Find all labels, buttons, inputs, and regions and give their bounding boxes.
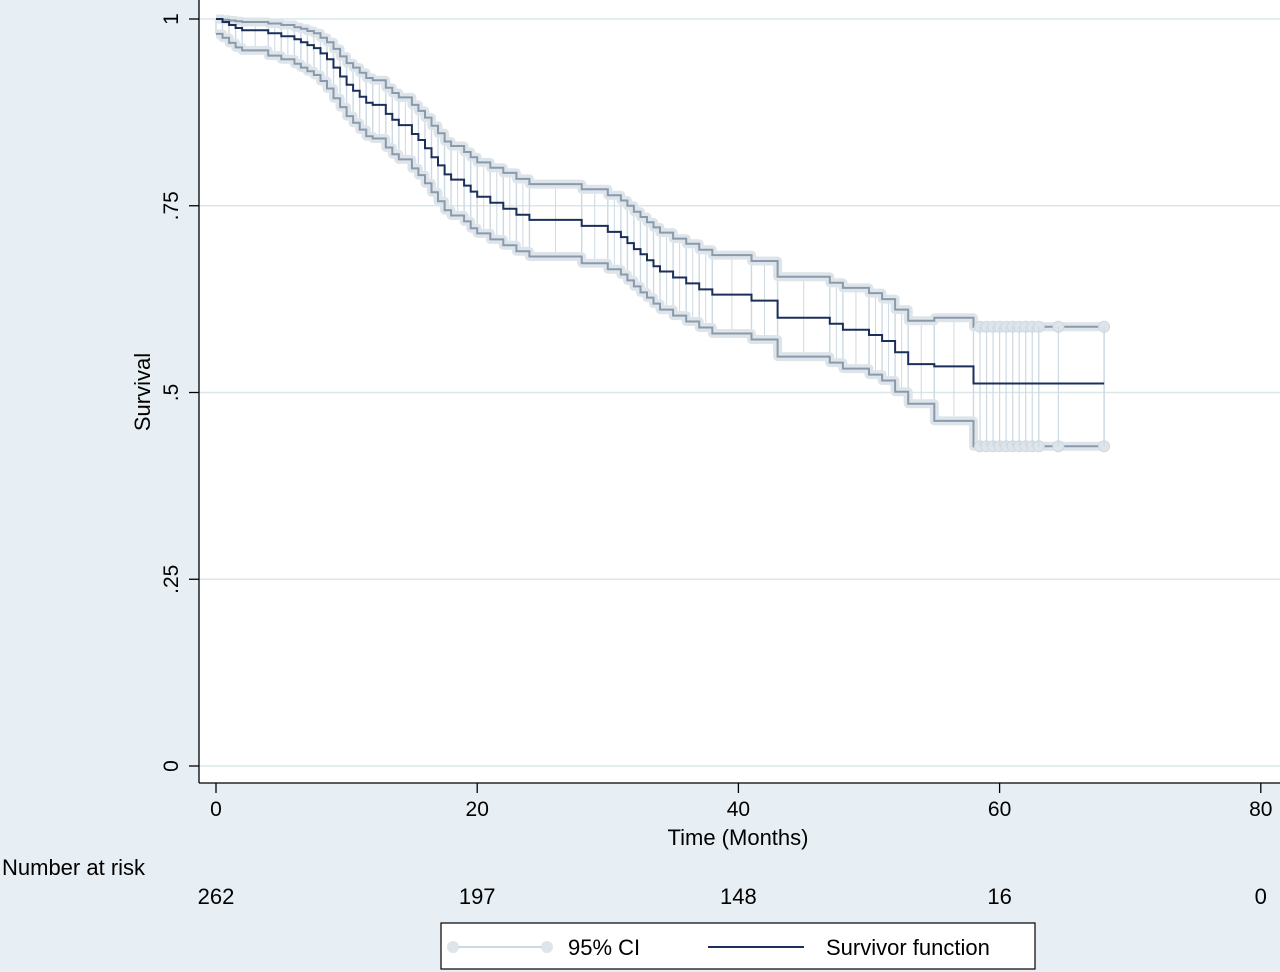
x-tick-label: 80 (1249, 798, 1272, 821)
risk-count: 16 (987, 884, 1011, 909)
plot-area (199, 0, 1280, 783)
risk-count: 197 (459, 884, 496, 909)
gridlines (199, 18, 1280, 767)
y-tick-label: .25 (160, 565, 183, 594)
legend: 95% CI Survivor function (440, 922, 1036, 970)
risk-count: 0 (1255, 884, 1267, 909)
legend-ci-swatch-marker-right (541, 941, 553, 953)
y-axis-ticks: 0 .25 .5 .75 1 (160, 13, 199, 772)
ci-upper-line (216, 18, 1105, 328)
ci-lines (216, 14, 1111, 453)
x-tick-label: 60 (988, 798, 1011, 821)
legend-survivor-label: Survivor function (826, 935, 990, 960)
x-tick-label: 0 (210, 798, 222, 821)
x-axis-title: Time (Months) (668, 825, 809, 850)
x-axis-ticks: 0 20 40 60 80 (210, 783, 1272, 821)
x-tick-label: 40 (727, 798, 750, 821)
x-tick-label: 20 (466, 798, 489, 821)
legend-ci-swatch-marker-left (447, 941, 459, 953)
survivor-function-line (216, 18, 1105, 385)
axes (198, 0, 1280, 784)
y-tick-label: 0 (160, 760, 183, 772)
risk-count: 148 (720, 884, 757, 909)
y-tick-label: .75 (160, 191, 183, 220)
legend-ci-label: 95% CI (568, 935, 640, 960)
risk-count: 262 (198, 884, 235, 909)
risk-table-label: Number at risk (2, 855, 146, 880)
y-tick-label: 1 (160, 13, 183, 25)
risk-table: 262 197 148 16 0 (198, 884, 1267, 909)
y-axis-title: Survival (130, 353, 155, 431)
ci-lower-line (216, 32, 1105, 448)
y-tick-label: .5 (160, 384, 183, 402)
survivor-curve (216, 18, 1105, 385)
